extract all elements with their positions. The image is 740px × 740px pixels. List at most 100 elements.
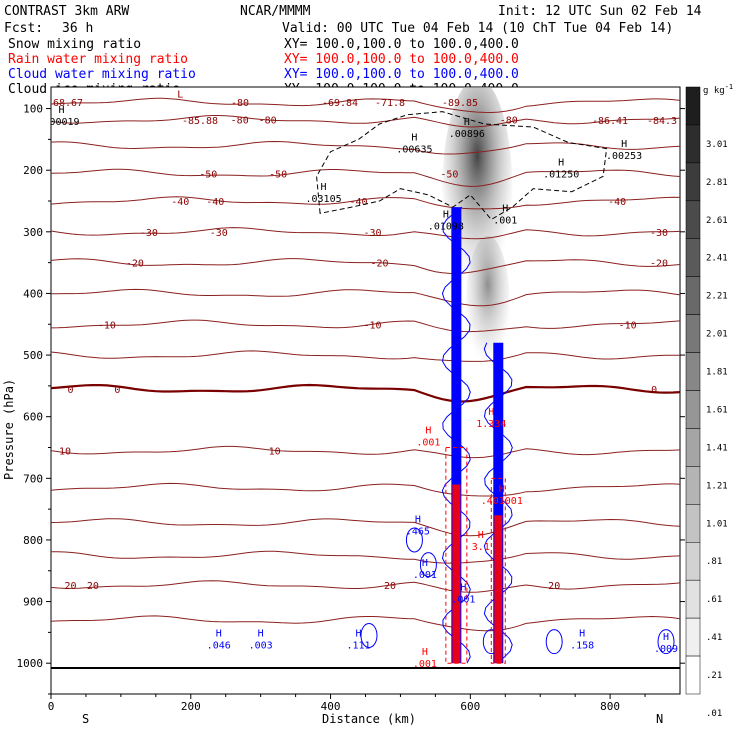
extrema-labels: H.00019LH.00635H.00896H.00253H.01250H.03… — [51, 89, 678, 670]
cloud-water-core — [493, 342, 504, 664]
temperature-label: 10 — [59, 447, 71, 458]
extremum-marker: L — [177, 89, 183, 100]
temperature-label: -40 — [349, 197, 367, 208]
extremum-marker: H — [464, 117, 470, 128]
y-tick-label: 800 — [23, 534, 43, 547]
forecast-hours: 36 h — [62, 21, 93, 36]
colorbar-label: .41 — [706, 633, 722, 643]
temperature-label: -50 — [199, 169, 217, 180]
colorbar-segment — [685, 542, 701, 581]
x-tick-label: 600 — [460, 700, 480, 713]
temperature-label: -30 — [210, 228, 228, 239]
cloud-ice-contour — [316, 111, 608, 221]
extremum-marker: H — [258, 629, 264, 640]
temperature-label: -20 — [370, 259, 388, 270]
temperature-contour — [51, 168, 680, 187]
extremum-marker: H — [663, 632, 669, 643]
temperature-contour — [51, 615, 680, 632]
extremum-marker: H — [321, 182, 327, 193]
top-value-label: -69.84 — [322, 98, 358, 109]
y-tick-label: 1000 — [17, 657, 44, 670]
colorbar-segment — [685, 390, 701, 429]
temperature-label: 20 — [548, 581, 560, 592]
temperature-label: -20 — [126, 259, 144, 270]
extremum-marker: H — [216, 629, 222, 640]
colorbar-segment — [685, 162, 701, 202]
extremum-value: .111 — [346, 641, 370, 652]
temperature-contour — [51, 580, 680, 593]
colorbar-label: .61 — [706, 595, 722, 605]
temperature-label: -10 — [98, 320, 116, 331]
temperature-label: 0 — [114, 385, 120, 396]
temperature-contours: 10 10 20 20 20 20 0 0 0 -10 -10 -10 -20 -20 -20 -30 -30 -… — [51, 97, 680, 632]
extremum-marker: H — [621, 139, 627, 150]
temperature-label: 20 — [87, 581, 99, 592]
extremum-marker: H — [502, 203, 508, 214]
colorbar-segment — [685, 504, 701, 543]
top-value-label: 68.67 — [53, 98, 83, 109]
colorbar-label: 1.81 — [706, 368, 728, 378]
extremum-value: .001 — [413, 659, 437, 670]
rain-core — [494, 515, 503, 664]
temperature-label: -10 — [363, 320, 381, 331]
temperature-label: -40 — [171, 197, 189, 208]
extremum-marker: H — [443, 210, 449, 221]
extremum-marker: H — [558, 157, 564, 168]
y-tick-label: 300 — [23, 226, 43, 239]
colorbar-label: .21 — [706, 671, 722, 681]
colorbar-label: 2.41 — [706, 254, 728, 264]
colorbar-label: 1.41 — [706, 443, 728, 453]
cloud-water-blob — [419, 552, 437, 578]
colorbar-label: 2.81 — [706, 178, 728, 188]
colorbar-segment — [685, 579, 701, 619]
cloud-water-blob — [405, 527, 423, 553]
y-tick-label: 700 — [23, 472, 43, 485]
x-tick-label: 800 — [600, 700, 620, 713]
temperature-label: -80 — [500, 116, 518, 127]
colorbar-label: 1.61 — [706, 405, 728, 415]
extremum-value: .00635 — [396, 145, 432, 156]
rain-core — [452, 484, 461, 664]
y-tick-label: 900 — [23, 596, 43, 609]
colorbar-label: 2.61 — [706, 216, 728, 226]
colorbar-label: 1.21 — [706, 481, 728, 491]
extremum-value: .001 — [451, 594, 475, 605]
temperature-contour — [51, 518, 680, 537]
legend-entry: Snow mixing ratio — [8, 37, 141, 52]
extremum-marker: H — [460, 582, 466, 593]
x-axis: 0 200 400 600 800 — [48, 694, 646, 713]
extremum-marker: H — [499, 484, 505, 495]
top-value-label: -80 — [231, 98, 249, 109]
temperature-contour — [51, 550, 680, 564]
cloud-water-blob — [545, 629, 563, 655]
extremum-marker: H — [488, 407, 494, 418]
colorbar-segment — [685, 655, 701, 695]
temperature-label: -50 — [440, 169, 458, 180]
y-tick-label: 400 — [23, 287, 43, 300]
top-value-label: -89.85 — [442, 98, 478, 109]
temperature-label: 20 — [65, 581, 77, 592]
temperature-label: -80 — [231, 116, 249, 127]
y-axis-title: Pressure (hPa) — [2, 379, 16, 480]
extremum-value: .00896 — [449, 129, 485, 140]
top-value-label: -86.41 — [592, 116, 628, 127]
colorbar-label: .01 — [706, 709, 722, 719]
x-tick-label: 200 — [181, 700, 201, 713]
extremum-value: .001 — [416, 437, 440, 448]
extremum-value: .465 — [406, 527, 430, 538]
colorbar-segment — [685, 276, 701, 315]
colorbar-label: 2.21 — [706, 292, 728, 302]
colorbar-segment — [685, 238, 701, 277]
temperature-contour — [51, 445, 680, 459]
temperature-contour — [51, 258, 680, 275]
model-title: CONTRAST 3km ARW — [4, 4, 129, 19]
colorbar-segment — [685, 428, 701, 467]
legend-xy: XY= 100.0,100.0 to 100.0,400.0 — [284, 52, 519, 67]
temperature-contour — [51, 319, 680, 333]
temperature-label: -20 — [650, 259, 668, 270]
top-value-label: -84.3 — [647, 116, 677, 127]
extremum-value: .03105 — [306, 194, 342, 205]
rain-contours — [445, 447, 506, 664]
extremum-value: .01250 — [543, 169, 579, 180]
